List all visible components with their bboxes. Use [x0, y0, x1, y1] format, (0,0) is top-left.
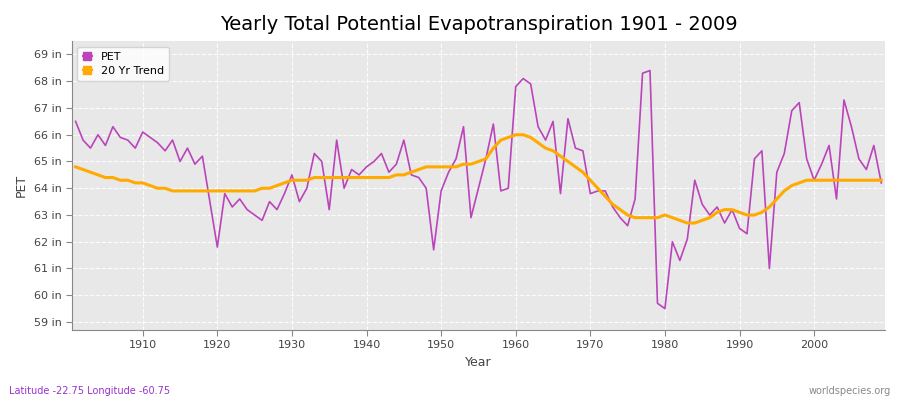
- 20 Yr Trend: [70, 164, 81, 169]
- Line: PET: PET: [76, 70, 881, 309]
- PET: [660, 306, 670, 311]
- PET: [599, 188, 610, 193]
- PET: [876, 180, 886, 185]
- Text: Latitude -22.75 Longitude -60.75: Latitude -22.75 Longitude -60.75: [9, 386, 170, 396]
- 20 Yr Trend: [503, 135, 514, 140]
- 20 Yr Trend: [338, 175, 349, 180]
- PET: [510, 84, 521, 89]
- PET: [130, 146, 140, 150]
- PET: [503, 186, 514, 191]
- 20 Yr Trend: [518, 132, 528, 137]
- X-axis label: Year: Year: [465, 356, 491, 369]
- PET: [294, 199, 305, 204]
- PET: [70, 119, 81, 124]
- Text: worldspecies.org: worldspecies.org: [809, 386, 891, 396]
- 20 Yr Trend: [682, 221, 693, 226]
- 20 Yr Trend: [294, 178, 305, 183]
- PET: [644, 68, 655, 73]
- 20 Yr Trend: [130, 180, 140, 185]
- Title: Yearly Total Potential Evapotranspiration 1901 - 2009: Yearly Total Potential Evapotranspiratio…: [220, 15, 737, 34]
- Y-axis label: PET: PET: [15, 174, 28, 197]
- Line: 20 Yr Trend: 20 Yr Trend: [76, 135, 881, 223]
- PET: [338, 186, 349, 191]
- 20 Yr Trend: [876, 178, 886, 183]
- Legend: PET, 20 Yr Trend: PET, 20 Yr Trend: [77, 47, 169, 81]
- 20 Yr Trend: [510, 132, 521, 137]
- 20 Yr Trend: [608, 202, 618, 207]
